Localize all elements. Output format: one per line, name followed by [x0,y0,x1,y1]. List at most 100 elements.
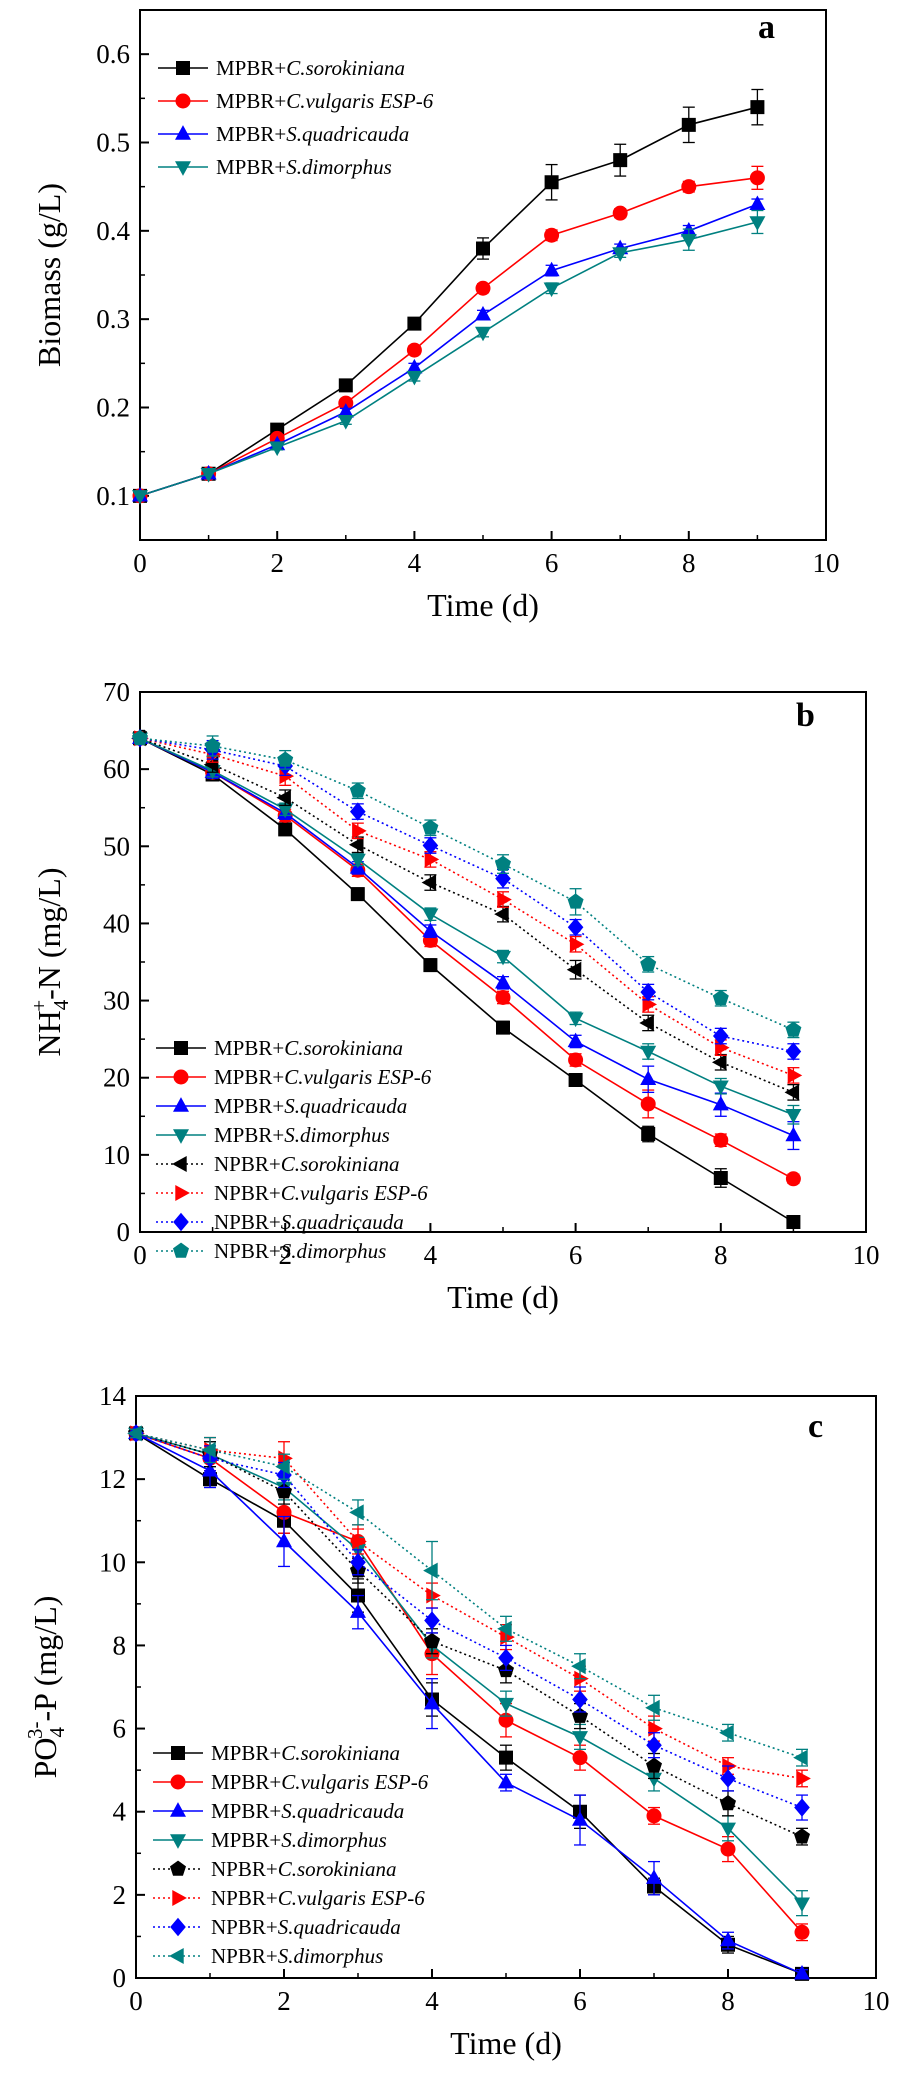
legend-marker [173,1097,189,1112]
y-axis-title-sub: 4 [49,999,73,1010]
series-npbr-s-dimorphus [127,1425,808,1767]
data-point [572,1750,588,1766]
series-line [135,1432,803,1933]
x-tick-label: 2 [277,1986,291,2016]
legend-label-prefix: MPBR+ [214,1123,284,1147]
legend-marker [172,1242,190,1258]
legend-label-prefix: NPBR+ [211,1944,278,1968]
x-tick-label: 6 [569,1240,583,1270]
data-point [720,1841,736,1857]
data-point [713,1132,729,1148]
data-point [276,789,291,806]
data-point [422,836,439,855]
data-point [269,441,286,457]
legend-marker [170,1802,186,1817]
y-tick-label: 12 [99,1464,126,1494]
y-tick-label: 6 [113,1714,127,1744]
series-line [139,737,794,1223]
data-point [681,179,697,195]
data-point [475,305,491,321]
y-axis-title-main: PO [27,1738,63,1779]
legend-label-species: S.dimorphus [284,1123,390,1147]
legend-label: NPBR+C.vulgaris ESP-6 [214,1181,428,1205]
data-point [423,1632,441,1649]
chart-panel-a: 0 2 4 6 8 10 0.1 0.2 0.3 0.4 0.5 0.6 Time (d) Biomass… [31,9,840,623]
x-tick-label: 6 [573,1986,587,2016]
legend-marker [169,1860,187,1876]
data-point [711,1054,727,1071]
legend-item: MPBR+S.quadricauda [153,1799,404,1823]
data-point [203,756,219,773]
legend-item: MPBR+C.sorokiniana [153,1741,400,1765]
series-mpbr-c-sorokiniana [133,731,801,1229]
legend-item: MPBR+C.vulgaris ESP-6 [153,1770,429,1794]
data-point [719,1724,734,1741]
x-tick-label: 8 [721,1986,735,2016]
legend-label-species: S.quadricauda [281,1799,404,1823]
y-axis-title: NH4+-N (mg/L) [27,868,73,1057]
y-tick-label: 14 [99,1381,127,1411]
x-tick-label: 0 [133,548,147,578]
y-axis-title-sup: 3- [23,1722,47,1740]
data-point [681,117,696,132]
series-line [135,1432,803,1838]
series-line [139,737,794,1053]
legend-marker [170,1834,186,1849]
data-point [572,1690,588,1709]
series-line [139,177,758,497]
legend-marker [173,1129,189,1144]
legend-label: MPBR+C.sorokiniana [216,56,405,80]
series-line [135,1432,803,1975]
legend-marker [169,1948,184,1964]
data-point [421,874,437,891]
data-point [794,1897,810,1913]
data-point [567,893,584,909]
x-tick-label: 8 [682,548,696,578]
x-tick-label: 4 [408,548,422,578]
y-axis-title: Biomass (g/L) [31,183,67,367]
data-point [749,195,766,211]
y-tick-label: 0.4 [96,216,130,246]
data-point [572,1811,588,1826]
y-tick-label: 0 [113,1963,127,1993]
legend-label: NPBR+S.quadricauda [211,1915,401,1939]
series-line [139,221,758,497]
legend-label-prefix: NPBR+ [211,1857,278,1881]
legend-label-prefix: MPBR+ [214,1036,284,1060]
data-point [640,955,657,972]
legend-marker [176,61,190,75]
series-line [139,203,758,497]
data-point [720,1822,736,1838]
legend-label-species: S.dimorphus [281,1239,387,1263]
data-point [424,1611,440,1630]
y-tick-label: 50 [103,831,130,861]
legend-label: NPBR+S.dimorphus [214,1239,386,1263]
x-tick-label: 0 [129,1986,143,2016]
y-axis-title-sup: + [27,1000,51,1012]
legend-label-species: C.vulgaris ESP-6 [284,1065,431,1089]
data-point [612,205,628,221]
y-tick-label: 10 [99,1547,126,1577]
legend-label: NPBR+C.sorokiniana [211,1857,397,1881]
data-point [645,1699,660,1716]
legend-label-species: C.sorokiniana [286,56,405,80]
data-point [475,280,491,296]
series-line [135,1432,803,1780]
data-point [785,1021,802,1037]
data-point [544,227,560,243]
x-tick-label: 8 [714,1240,728,1270]
legend-label: NPBR+C.sorokiniana [214,1152,400,1176]
x-tick-label: 10 [853,1240,880,1270]
panel-letter: b [796,697,815,734]
legend-label-species: C.vulgaris ESP-6 [286,89,433,113]
data-point [793,1828,811,1844]
data-point [278,822,293,837]
legend-marker [175,125,191,140]
data-point [544,175,559,190]
data-point [641,1127,656,1142]
data-point [349,1504,364,1521]
legend-label-prefix: NPBR+ [214,1181,281,1205]
data-point [349,782,366,798]
series-line [135,1432,803,1904]
